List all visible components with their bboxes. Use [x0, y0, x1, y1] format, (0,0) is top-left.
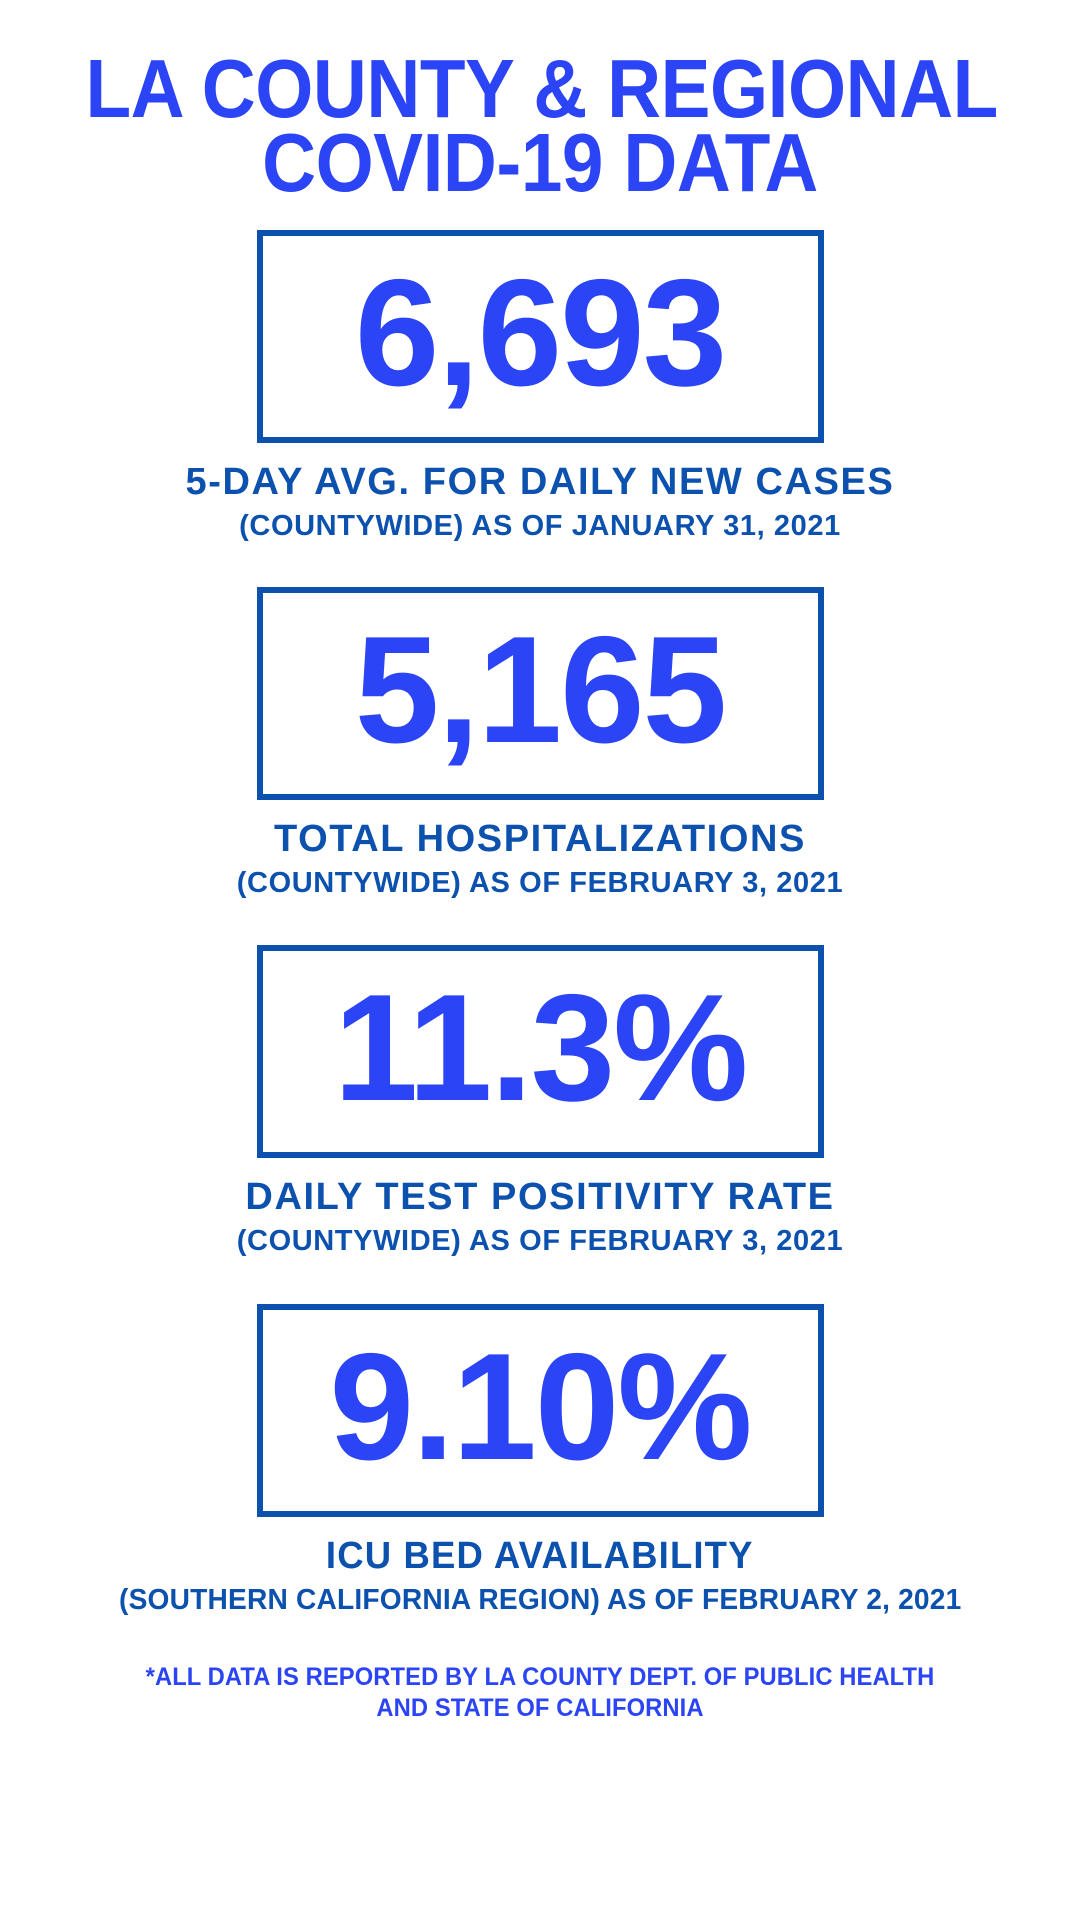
stat-sublabel: (COUNTYWIDE) AS OF JANUARY 31, 2021 — [239, 510, 841, 542]
stat-value: 9.10% — [329, 1321, 753, 1492]
stat-value: 5,165 — [354, 604, 727, 775]
footnote-line-2: AND STATE OF CALIFORNIA — [376, 1694, 704, 1722]
stat-block-daily-new-cases: 6,693 5-DAY AVG. FOR DAILY NEW CASES (CO… — [0, 230, 1080, 542]
stat-block-total-hospitalizations: 5,165 TOTAL HOSPITALIZATIONS (COUNTYWIDE… — [0, 587, 1080, 899]
stat-value: 11.3% — [333, 962, 749, 1133]
stat-value-box: 5,165 — [256, 587, 824, 800]
stats-list: 6,693 5-DAY AVG. FOR DAILY NEW CASES (CO… — [0, 230, 1080, 1616]
page-title-line-2: COVID-19 DATA — [262, 116, 818, 209]
stat-value: 6,693 — [354, 247, 727, 418]
stat-sublabel: (COUNTYWIDE) AS OF FEBRUARY 3, 2021 — [236, 867, 844, 899]
stat-label: 5-DAY AVG. FOR DAILY NEW CASES — [185, 461, 895, 503]
stat-block-icu-bed-availability: 9.10% ICU BED AVAILABILITY (SOUTHERN CAL… — [0, 1304, 1080, 1616]
footnote-line-1: *ALL DATA IS REPORTED BY LA COUNTY DEPT.… — [145, 1663, 935, 1691]
page-title: LA COUNTY & REGIONAL COVID-19 DATA — [35, 42, 1045, 209]
footnote: *ALL DATA IS REPORTED BY LA COUNTY DEPT.… — [40, 1662, 1040, 1724]
stat-value-box: 11.3% — [256, 945, 824, 1158]
stat-label: DAILY TEST POSITIVITY RATE — [245, 1176, 835, 1218]
stat-sublabel: (COUNTYWIDE) AS OF FEBRUARY 3, 2021 — [236, 1225, 844, 1257]
stat-sublabel: (SOUTHERN CALIFORNIA REGION) AS OF FEBRU… — [118, 1584, 962, 1616]
stat-value-box: 9.10% — [256, 1304, 824, 1517]
page-title-line-1: LA COUNTY & REGIONAL — [85, 42, 999, 135]
stat-label: TOTAL HOSPITALIZATIONS — [273, 818, 806, 860]
stat-block-test-positivity-rate: 11.3% DAILY TEST POSITIVITY RATE (COUNTY… — [0, 945, 1080, 1257]
stat-label: ICU BED AVAILABILITY — [326, 1535, 754, 1577]
stat-value-box: 6,693 — [256, 230, 824, 443]
